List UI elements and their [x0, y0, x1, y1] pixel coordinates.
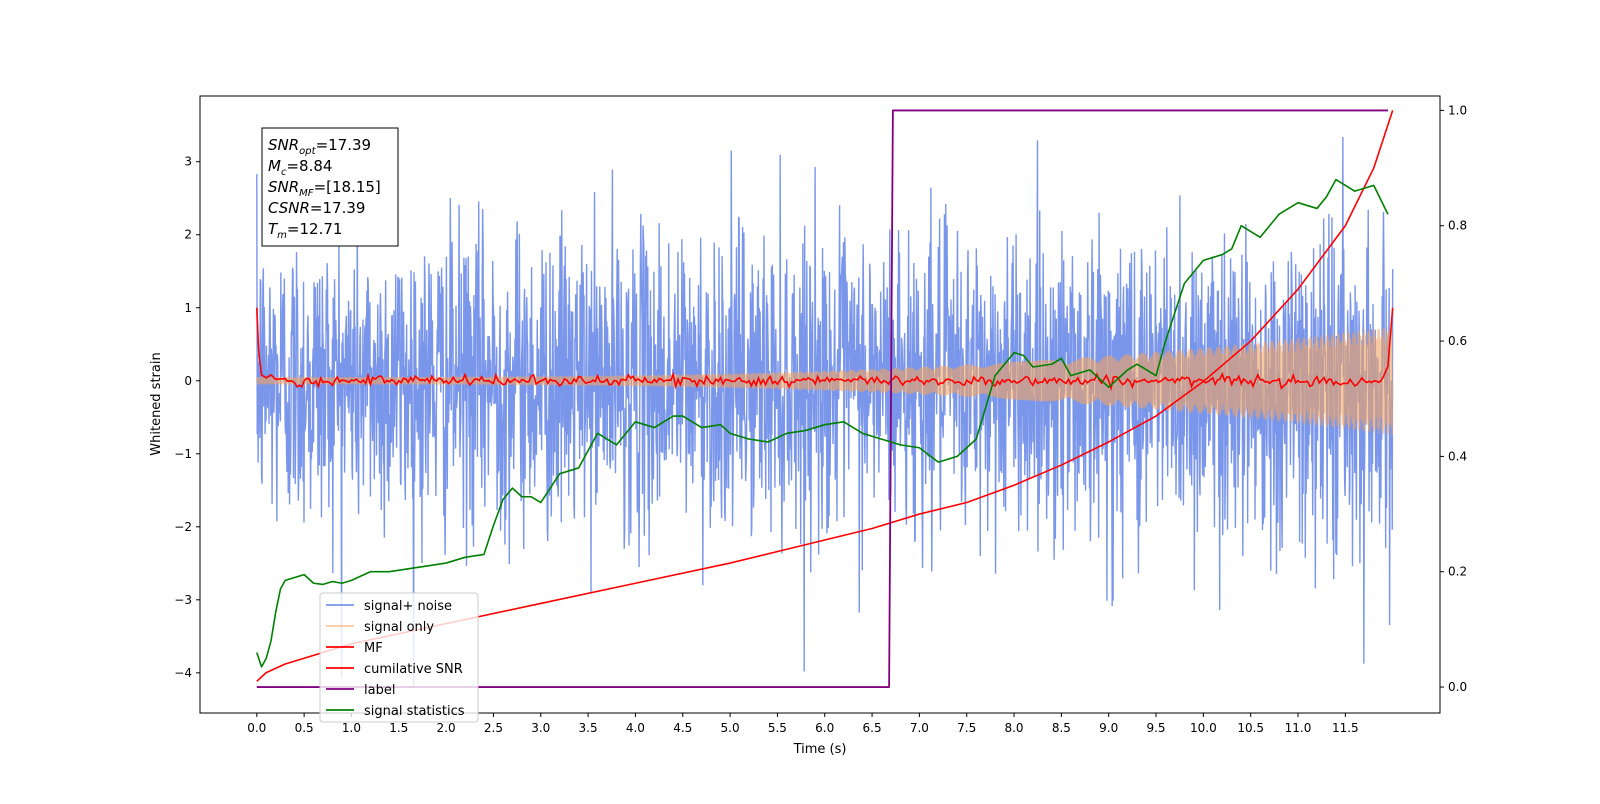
- annotation-value: =[18.15]: [314, 178, 381, 196]
- annotation-value: =12.71: [287, 220, 343, 238]
- annotation-subscript: MF: [299, 188, 314, 199]
- annotation-symbol: CSNR: [268, 199, 310, 217]
- y-tick-label: 2: [184, 228, 192, 242]
- y-tick-label: −1: [174, 447, 192, 461]
- annotation-symbol: SNR: [268, 178, 299, 196]
- plot-frame: [199, 95, 1441, 714]
- x-tick-label: 9.5: [1146, 721, 1165, 735]
- annotation-line: Mc=8.84: [268, 157, 332, 178]
- annotation-value: =17.39: [316, 136, 372, 154]
- x-tick-label: 6.5: [863, 721, 882, 735]
- x-tick-label: 7.0: [910, 721, 929, 735]
- x-tick-label: 1.0: [342, 721, 361, 735]
- x-tick-label: 6.0: [815, 721, 834, 735]
- axis-layer: 0.0 0.5 1.0 1.5 2.0 2.5 3.0 3.5 4.0 4.5 5.0 5.5 6.0 6…: [174, 103, 1467, 735]
- y-tick-label: −2: [174, 520, 192, 534]
- annotation-symbol: T: [268, 220, 279, 238]
- x-tick-label: 4.5: [673, 721, 692, 735]
- annotation-subscript: m: [277, 230, 287, 241]
- x-tick-label: 9.0: [1099, 721, 1118, 735]
- x-tick-label: 2.0: [437, 721, 456, 735]
- legend-label: signal only: [364, 620, 434, 635]
- annotation-subscript: c: [281, 167, 287, 178]
- y-tick-label: 0: [184, 374, 192, 388]
- legend: signal+ noise signal only MF cumilative SNR…: [319, 592, 479, 723]
- annotation-value: =8.84: [286, 157, 332, 175]
- legend-frame: [319, 592, 479, 723]
- x-tick-label: 10.0: [1190, 721, 1217, 735]
- x-tick-label: 0.5: [295, 721, 314, 735]
- legend-label: cumilative SNR: [364, 662, 463, 677]
- y2-tick-label: 0.4: [1448, 449, 1467, 463]
- x-axis-label: Time (s): [793, 742, 847, 757]
- series-mf: [255, 307, 1394, 392]
- annotation-symbol: SNR: [268, 136, 299, 154]
- legend-label: MF: [364, 641, 383, 656]
- x-tick-label: 8.5: [1052, 721, 1071, 735]
- annotation-symbol: M: [268, 157, 281, 175]
- x-tick-label: 4.0: [626, 721, 645, 735]
- legend-label: signal+ noise: [364, 599, 452, 614]
- y-tick-label: −4: [174, 666, 192, 680]
- x-tick-label: 3.5: [579, 721, 598, 735]
- annotation-subscript: opt: [299, 146, 316, 157]
- x-tick-label: 8.0: [1004, 721, 1023, 735]
- annotation-box: SNRopt=17.39Mc=8.84SNRMF=[18.15]CSNR=17.…: [261, 127, 399, 247]
- y-tick-label: 1: [184, 301, 192, 315]
- series-signal-statistics: [256, 178, 1389, 668]
- x-tick-label: 1.5: [389, 721, 408, 735]
- y2-tick-label: 0.0: [1448, 680, 1467, 694]
- x-tick-label: 11.5: [1332, 721, 1359, 735]
- x-tick-label: 7.5: [957, 721, 976, 735]
- x-tick-label: 11.0: [1285, 721, 1312, 735]
- x-tick-label: 2.5: [484, 721, 503, 735]
- y-tick-label: 3: [184, 155, 192, 169]
- x-tick-label: 5.5: [768, 721, 787, 735]
- x-tick-label: 3.0: [531, 721, 550, 735]
- series-label: [256, 109, 1388, 688]
- annotation-value: =17.39: [310, 199, 366, 217]
- annotation-line: SNRopt=17.39: [268, 136, 371, 157]
- legend-label: label: [364, 683, 395, 698]
- y-tick-label: −3: [174, 593, 192, 607]
- annotation-frame: [261, 127, 399, 247]
- annotation-line: Tm=12.71: [268, 220, 342, 241]
- x-tick-label: 5.0: [721, 721, 740, 735]
- y2-tick-label: 1.0: [1448, 103, 1467, 117]
- y2-tick-label: 0.2: [1448, 565, 1467, 579]
- x-tick-label: 0.0: [247, 721, 266, 735]
- legend-label: signal statistics: [364, 704, 465, 719]
- annotation-line: CSNR=17.39: [268, 199, 365, 217]
- y-axis-label: Whitened strain: [149, 352, 164, 455]
- x-tick-label: 10.5: [1237, 721, 1264, 735]
- annotation-line: SNRMF=[18.15]: [268, 178, 381, 199]
- y2-tick-label: 0.8: [1448, 219, 1467, 233]
- y2-tick-label: 0.6: [1448, 334, 1467, 348]
